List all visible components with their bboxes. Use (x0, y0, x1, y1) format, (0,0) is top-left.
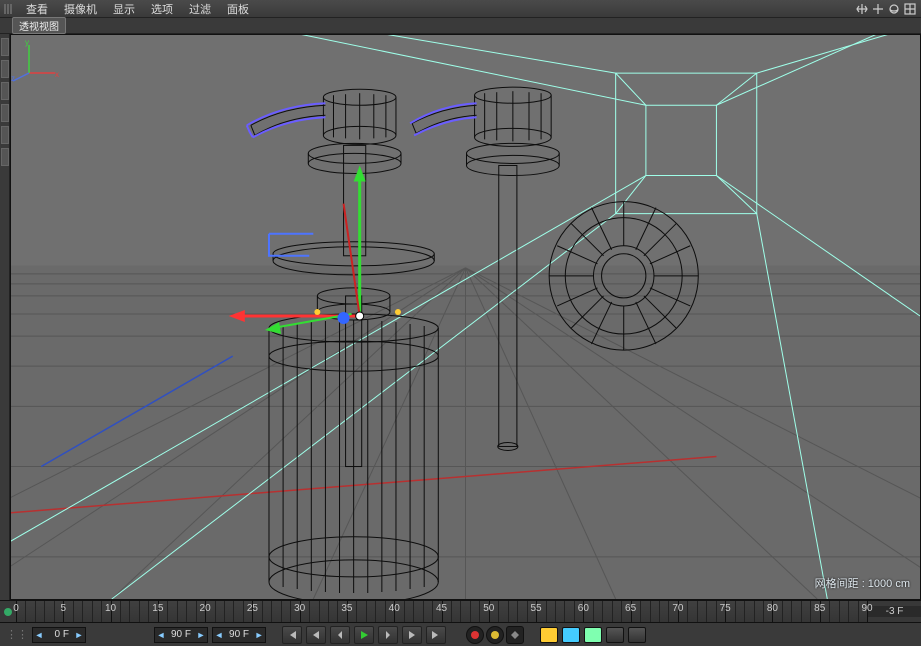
timeline-tick-label: 55 (530, 603, 541, 614)
timeline-tick-label: 40 (389, 603, 400, 614)
timeline-tick-label: 5 (60, 603, 66, 614)
tool-slot[interactable] (1, 38, 9, 56)
grid-spacing-label: 网格间距 : 1000 cm (815, 575, 910, 591)
timeline[interactable]: 0 5 10 15 20 25 30 35 40 45 50 55 60 65 70 75 80 85 90 -3 … (0, 600, 921, 622)
frame-b-value: 90 F (225, 629, 253, 640)
increment-icon[interactable]: ► (195, 630, 207, 640)
frame-a-field[interactable]: ◄ 90 F ► (154, 627, 208, 643)
autokey-button[interactable] (486, 626, 504, 644)
viewport-menubar: 查看 摄像机 显示 选项 过滤 面板 (0, 0, 921, 18)
axis-mini-widget: x y z (11, 35, 920, 599)
svg-text:x: x (55, 70, 59, 79)
pan-icon[interactable] (855, 2, 869, 16)
next-key-button[interactable] (402, 626, 422, 644)
menu-panel[interactable]: 面板 (219, 1, 257, 17)
svg-text:y: y (25, 38, 29, 47)
orbit-icon[interactable] (887, 2, 901, 16)
timeline-tick-label: 0 (13, 603, 19, 614)
timeline-tick-label: 60 (578, 603, 589, 614)
menu-view[interactable]: 查看 (18, 1, 56, 17)
menu-options[interactable]: 选项 (143, 1, 181, 17)
decrement-icon[interactable]: ◄ (33, 630, 45, 640)
prev-key-button[interactable] (306, 626, 326, 644)
frame-start-value: 0 F (45, 629, 73, 640)
menubar-grip-icon (4, 4, 12, 14)
timeline-tick-label: 30 (294, 603, 305, 614)
split-view-icon[interactable] (903, 2, 917, 16)
menu-display[interactable]: 显示 (105, 1, 143, 17)
timeline-offset-display: -3 F (867, 606, 921, 617)
timeline-tick-label: 15 (152, 603, 163, 614)
record-button[interactable] (466, 626, 484, 644)
timeline-tick-label: 70 (672, 603, 683, 614)
param-channel-toggle[interactable] (606, 627, 624, 643)
tool-slot[interactable] (1, 148, 9, 166)
decrement-icon[interactable]: ◄ (213, 630, 225, 640)
timeline-ruler[interactable]: 051015202530354045505560657075808590 (16, 601, 867, 622)
perspective-viewport[interactable]: x y z 网格间距 : 1000 cm (10, 34, 921, 600)
timeline-tick-label: 90 (861, 603, 872, 614)
frame-a-value: 90 F (167, 629, 195, 640)
rot-channel-toggle[interactable] (584, 627, 602, 643)
transport-bar: ⋮⋮ ◄ 0 F ► ◄ 90 F ► ◄ 90 F ► (0, 622, 921, 646)
keyselection-button[interactable] (506, 626, 524, 644)
frame-b-field[interactable]: ◄ 90 F ► (212, 627, 266, 643)
timeline-tick-label: 65 (625, 603, 636, 614)
tool-slot[interactable] (1, 104, 9, 122)
timeline-tick-label: 10 (105, 603, 116, 614)
view-label[interactable]: 透视视图 (12, 17, 66, 34)
timeline-tick-label: 35 (341, 603, 352, 614)
goto-end-button[interactable] (426, 626, 446, 644)
play-button[interactable] (354, 626, 374, 644)
tool-slot[interactable] (1, 126, 9, 144)
timeline-tick-label: 50 (483, 603, 494, 614)
timeline-tick-label: 80 (767, 603, 778, 614)
increment-icon[interactable]: ► (73, 630, 85, 640)
timeline-tick-label: 45 (436, 603, 447, 614)
pla-channel-toggle[interactable] (628, 627, 646, 643)
timeline-tick-label: 20 (200, 603, 211, 614)
tool-slot[interactable] (1, 82, 9, 100)
increment-icon[interactable]: ► (253, 630, 265, 640)
decrement-icon[interactable]: ◄ (155, 630, 167, 640)
scale-channel-toggle[interactable] (562, 627, 580, 643)
menu-camera[interactable]: 摄像机 (56, 1, 105, 17)
tool-slot[interactable] (1, 60, 9, 78)
frame-start-field[interactable]: ◄ 0 F ► (32, 627, 86, 643)
timeline-tick-label: 85 (814, 603, 825, 614)
pos-channel-toggle[interactable] (540, 627, 558, 643)
left-toolbar (0, 34, 10, 600)
timeline-tick-label: 75 (720, 603, 731, 614)
goto-start-button[interactable] (282, 626, 302, 644)
svg-text:z: z (11, 74, 15, 83)
timeline-tick-label: 25 (247, 603, 258, 614)
grip-icon: ⋮⋮ (6, 628, 28, 641)
zoom-icon[interactable] (871, 2, 885, 16)
next-frame-button[interactable] (378, 626, 398, 644)
prev-frame-button[interactable] (330, 626, 350, 644)
menu-filter[interactable]: 过滤 (181, 1, 219, 17)
view-label-row: 透视视图 (0, 18, 921, 34)
